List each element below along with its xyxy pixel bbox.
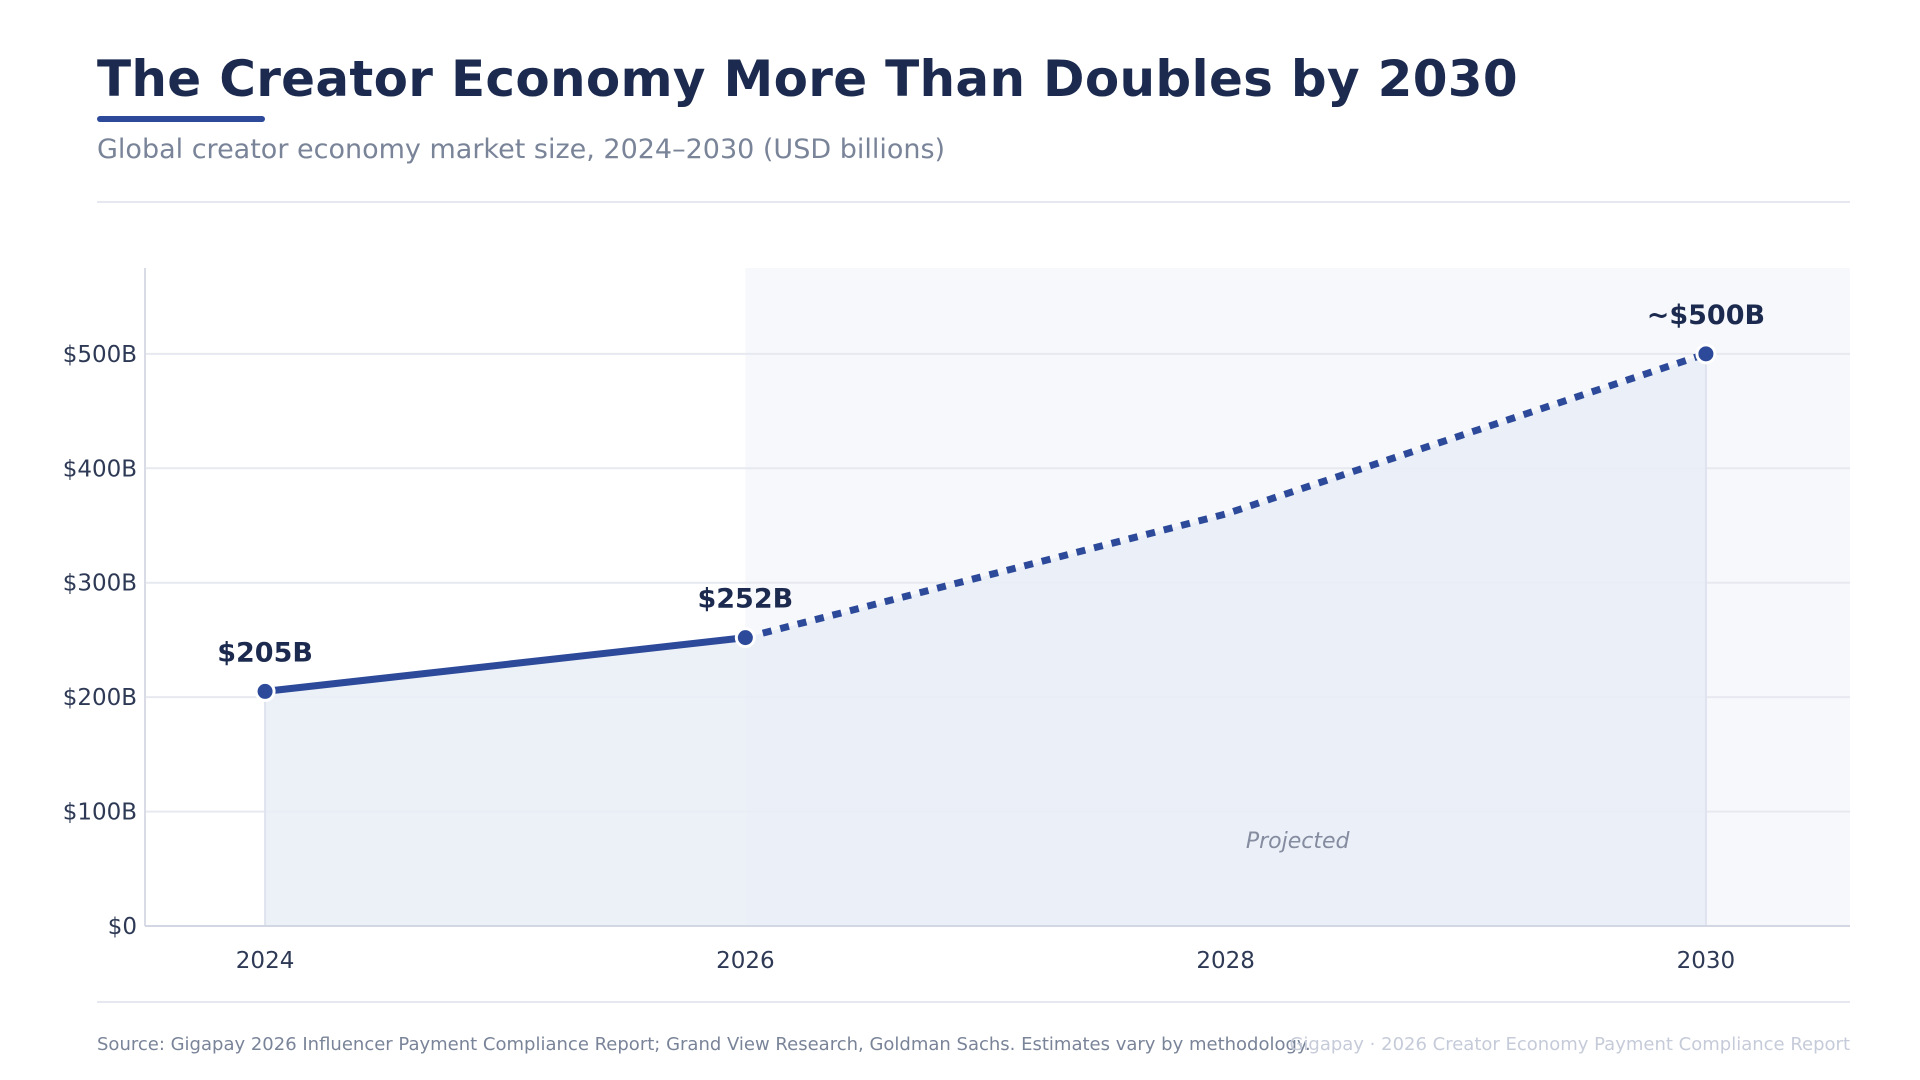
data-point [734, 627, 756, 649]
data-point [1695, 343, 1717, 365]
title-accent-underline [97, 116, 265, 122]
y-tick-label: $100B [63, 800, 137, 826]
y-tick-label: $400B [63, 456, 137, 482]
projected-series-line [744, 350, 1708, 642]
page-subtitle: Global creator economy market size, 2024… [97, 134, 946, 165]
header-divider [97, 201, 1850, 203]
source-note: Source: Gigapay 2026 Influencer Payment … [97, 1034, 1311, 1055]
x-tick-label: 2026 [716, 948, 775, 974]
page-title: The Creator Economy More Than Doubles by… [97, 50, 1518, 108]
y-tick-label: $0 [108, 914, 137, 940]
x-tick-label: 2024 [236, 948, 295, 974]
x-tick-label: 2028 [1196, 948, 1255, 974]
y-tick-label: $200B [63, 685, 137, 711]
report-brand-note: Gigapay · 2026 Creator Economy Payment C… [1289, 1034, 1850, 1055]
data-label: $252B [697, 584, 793, 615]
y-tick-label: $500B [63, 342, 137, 368]
area-under-line [265, 353, 1706, 927]
projected-annotation: Projected [1246, 829, 1351, 854]
data-point [254, 680, 276, 702]
observed-series-line [261, 634, 749, 695]
x-tick-label: 2030 [1677, 948, 1736, 974]
footer-divider [97, 1001, 1850, 1003]
data-label: ~$500B [1647, 300, 1765, 331]
y-tick-label: $300B [63, 571, 137, 597]
data-label: $205B [217, 637, 313, 668]
